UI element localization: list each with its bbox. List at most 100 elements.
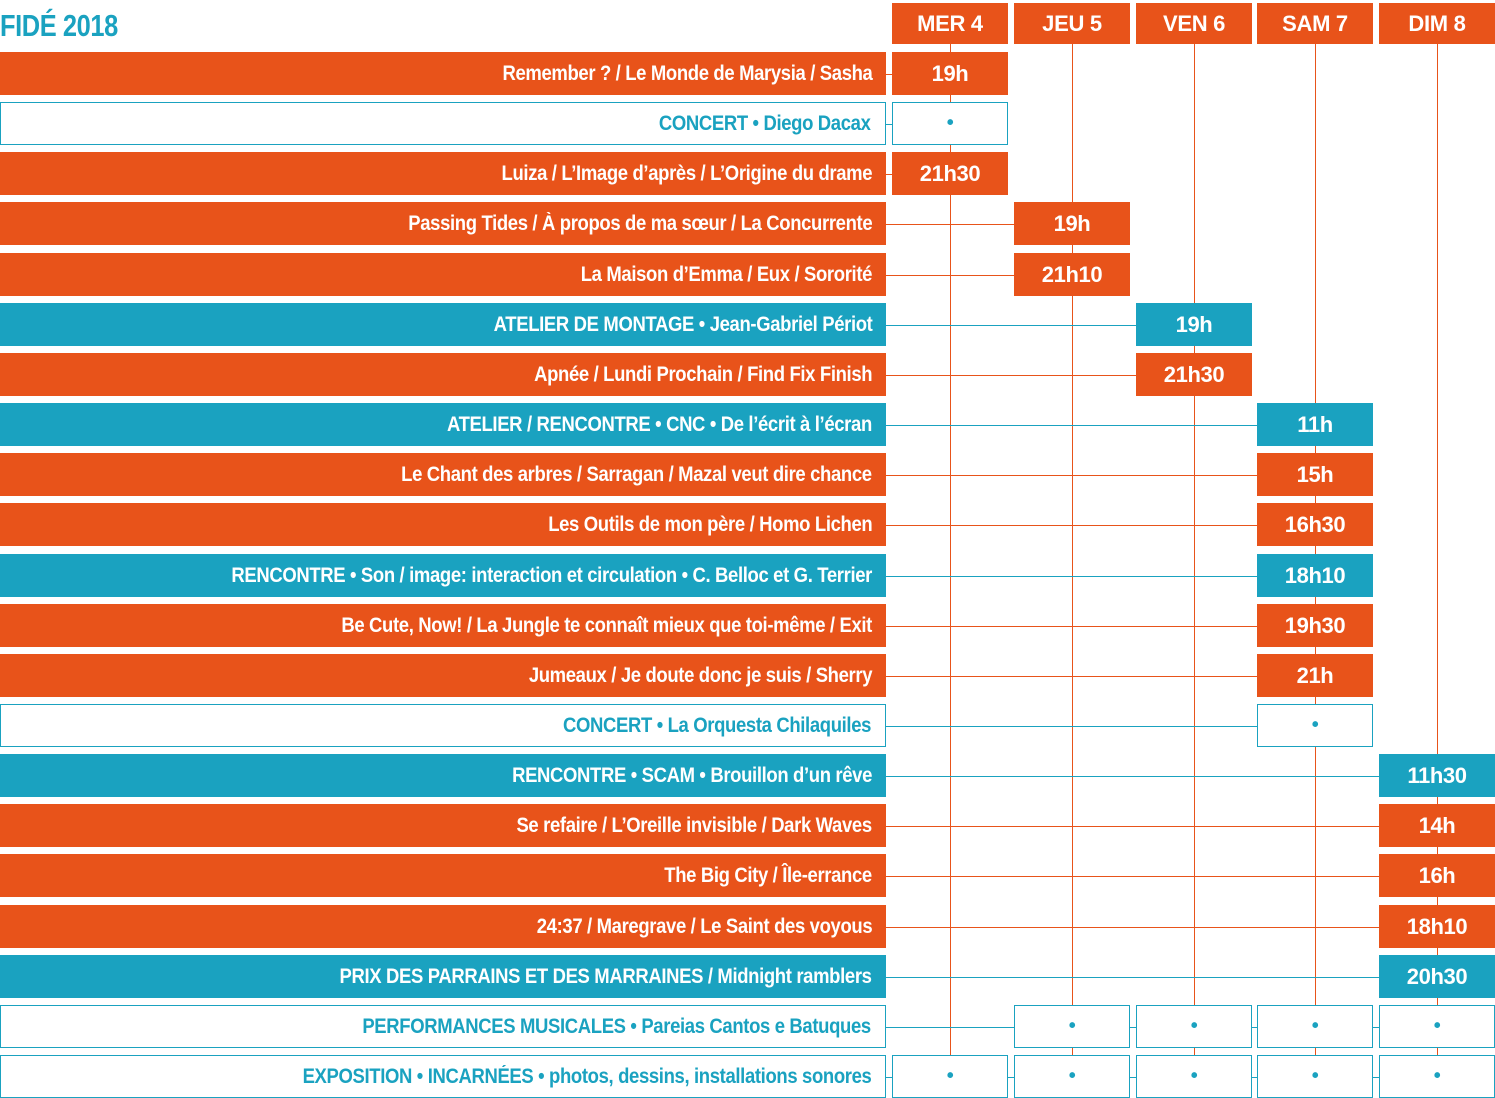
event-label: Passing Tides / À propos de ma sœur / La… xyxy=(0,202,886,245)
event-label-text: Remember ? / Le Monde de Marysia / Sasha xyxy=(501,61,872,85)
event-label: Apnée / Lundi Prochain / Find Fix Finish xyxy=(0,353,886,396)
day-header: VEN 6 xyxy=(1136,3,1252,44)
row-connector-line xyxy=(886,927,1379,928)
event-dot-cell: • xyxy=(1136,1055,1252,1098)
event-time-cell: 15h xyxy=(1257,453,1373,496)
row-connector-line xyxy=(886,676,1257,677)
event-time-cell: 19h xyxy=(1136,303,1252,346)
day-column-line xyxy=(1072,44,1073,1084)
row-connector-line xyxy=(886,776,1379,777)
event-label-text: PERFORMANCES MUSICALES • Pareias Cantos … xyxy=(362,1014,872,1038)
event-label-text: The Big City / Île-errance xyxy=(664,863,872,887)
event-label-text: Passing Tides / À propos de ma sœur / La… xyxy=(408,211,872,235)
event-label: The Big City / Île-errance xyxy=(0,854,886,897)
event-dot-cell: • xyxy=(1379,1055,1495,1098)
row-connector-line xyxy=(886,375,1136,376)
event-time-cell: 21h xyxy=(1257,654,1373,697)
day-header: JEU 5 xyxy=(1014,3,1130,44)
row-connector-line xyxy=(886,876,1379,877)
event-label-text: PRIX DES PARRAINS ET DES MARRAINES / Mid… xyxy=(339,964,872,988)
event-label: ATELIER / RENCONTRE • CNC • De l’écrit à… xyxy=(0,403,886,446)
event-label: PRIX DES PARRAINS ET DES MARRAINES / Mid… xyxy=(0,955,886,998)
event-label-text: CONCERT • Diego Dacax xyxy=(659,111,871,135)
event-label: Luiza / L’Image d’après / L’Origine du d… xyxy=(0,152,886,195)
row-connector-line xyxy=(886,475,1257,476)
row-connector-line xyxy=(886,174,892,175)
event-time-cell: 16h xyxy=(1379,854,1495,897)
event-time-cell: 11h30 xyxy=(1379,754,1495,797)
event-label: RENCONTRE • SCAM • Brouillon d’un rêve xyxy=(0,754,886,797)
event-label-text: ATELIER / RENCONTRE • CNC • De l’écrit à… xyxy=(447,412,872,436)
row-connector-line xyxy=(886,1027,1379,1028)
event-label: 24:37 / Maregrave / Le Saint des voyous xyxy=(0,905,886,948)
event-label-text: Apnée / Lundi Prochain / Find Fix Finish xyxy=(533,362,872,386)
event-label-text: RENCONTRE • Son / image: interaction et … xyxy=(231,563,872,587)
row-connector-line xyxy=(886,576,1257,577)
row-connector-line xyxy=(886,224,1014,225)
festival-title: FIDÉ 2018 xyxy=(0,8,118,43)
event-label: La Maison d’Emma / Eux / Sororité xyxy=(0,253,886,296)
event-label-text: Le Chant des arbres / Sarragan / Mazal v… xyxy=(401,462,872,486)
day-column-line xyxy=(1194,44,1195,1084)
event-time-cell: 19h30 xyxy=(1257,604,1373,647)
event-time-cell: 18h10 xyxy=(1257,554,1373,597)
event-label: PERFORMANCES MUSICALES • Pareias Cantos … xyxy=(0,1005,886,1048)
event-dot-cell: • xyxy=(1014,1005,1130,1048)
event-label: RENCONTRE • Son / image: interaction et … xyxy=(0,554,886,597)
event-label-text: RENCONTRE • SCAM • Brouillon d’un rêve xyxy=(512,763,872,787)
event-label-text: CONCERT • La Orquesta Chilaquiles xyxy=(562,713,871,737)
row-connector-line xyxy=(886,977,1379,978)
event-label-text: Be Cute, Now! / La Jungle te connaît mie… xyxy=(341,613,872,637)
row-connector-line xyxy=(886,726,1257,727)
event-label: EXPOSITION • INCARNÉES • photos, dessins… xyxy=(0,1055,886,1098)
event-label-text: La Maison d’Emma / Eux / Sororité xyxy=(580,262,873,286)
event-label: Jumeaux / Je doute donc je suis / Sherry xyxy=(0,654,886,697)
event-time-cell: 16h30 xyxy=(1257,503,1373,546)
event-label: Remember ? / Le Monde de Marysia / Sasha xyxy=(0,52,886,95)
event-dot-cell: • xyxy=(1014,1055,1130,1098)
row-connector-line xyxy=(886,425,1257,426)
row-connector-line xyxy=(886,74,892,75)
event-time-cell: 21h30 xyxy=(1136,353,1252,396)
event-dot-cell: • xyxy=(1379,1005,1495,1048)
event-label: ATELIER DE MONTAGE • Jean-Gabriel Périot xyxy=(0,303,886,346)
day-header: SAM 7 xyxy=(1257,3,1373,44)
event-dot-cell: • xyxy=(1257,704,1373,747)
event-label: CONCERT • Diego Dacax xyxy=(0,102,886,145)
event-label-text: Se refaire / L’Oreille invisible / Dark … xyxy=(516,813,873,837)
row-connector-line xyxy=(886,826,1379,827)
event-time-cell: 14h xyxy=(1379,804,1495,847)
event-label-text: Les Outils de mon père / Homo Lichen xyxy=(547,512,872,536)
row-connector-line xyxy=(886,626,1257,627)
event-time-cell: 11h xyxy=(1257,403,1373,446)
event-time-cell: 21h30 xyxy=(892,152,1008,195)
event-label-text: ATELIER DE MONTAGE • Jean-Gabriel Périot xyxy=(493,312,872,336)
event-time-cell: 21h10 xyxy=(1014,253,1130,296)
event-dot-cell: • xyxy=(892,1055,1008,1098)
day-column-line xyxy=(1437,44,1438,1084)
event-time-cell: 20h30 xyxy=(1379,955,1495,998)
event-label: Les Outils de mon père / Homo Lichen xyxy=(0,503,886,546)
event-time-cell: 19h xyxy=(1014,202,1130,245)
event-label-text: Jumeaux / Je doute donc je suis / Sherry xyxy=(528,663,873,687)
event-dot-cell: • xyxy=(1136,1005,1252,1048)
event-time-cell: 19h xyxy=(892,52,1008,95)
row-connector-line xyxy=(886,325,1136,326)
event-label: Le Chant des arbres / Sarragan / Mazal v… xyxy=(0,453,886,496)
event-label-text: 24:37 / Maregrave / Le Saint des voyous xyxy=(536,914,873,938)
day-column-line xyxy=(950,44,951,1084)
event-dot-cell: • xyxy=(1257,1005,1373,1048)
row-connector-line xyxy=(886,124,892,125)
day-header: DIM 8 xyxy=(1379,3,1495,44)
event-time-cell: 18h10 xyxy=(1379,905,1495,948)
event-label: Be Cute, Now! / La Jungle te connaît mie… xyxy=(0,604,886,647)
event-label-text: EXPOSITION • INCARNÉES • photos, dessins… xyxy=(302,1064,871,1088)
row-connector-line xyxy=(886,525,1257,526)
row-connector-line xyxy=(886,1077,1379,1078)
row-connector-line xyxy=(886,275,1014,276)
day-header: MER 4 xyxy=(892,3,1008,44)
event-label: Se refaire / L’Oreille invisible / Dark … xyxy=(0,804,886,847)
event-label-text: Luiza / L’Image d’après / L’Origine du d… xyxy=(501,161,872,185)
event-dot-cell: • xyxy=(1257,1055,1373,1098)
